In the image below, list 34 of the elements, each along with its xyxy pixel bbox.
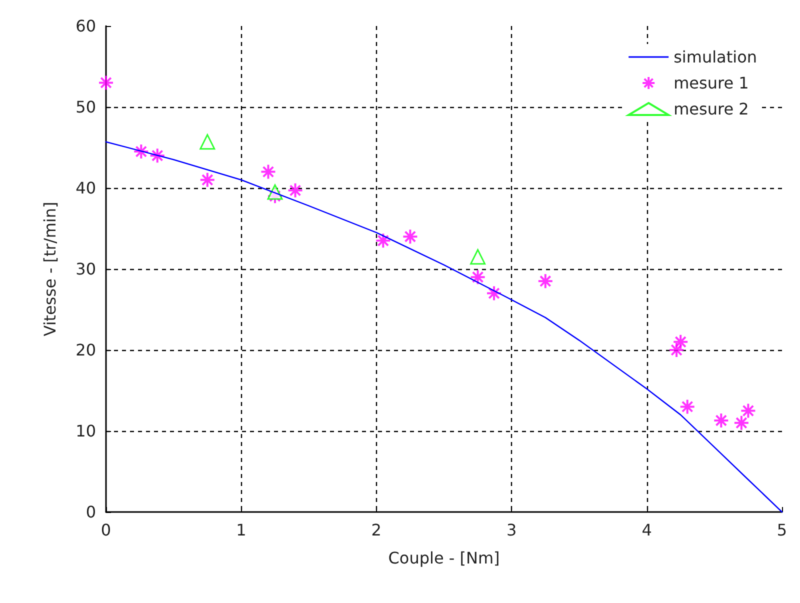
point bbox=[486, 285, 502, 302]
x-tick-label: 4 bbox=[642, 520, 652, 540]
point bbox=[200, 134, 216, 150]
x-tick-label: 5 bbox=[776, 520, 788, 540]
point bbox=[375, 232, 392, 249]
point bbox=[470, 249, 486, 265]
x-axis-title: Couple - [Nm] bbox=[388, 548, 500, 568]
point bbox=[149, 148, 166, 164]
point bbox=[402, 228, 418, 245]
y-tick-label: 0 bbox=[86, 502, 96, 522]
y-tick-label: 40 bbox=[76, 178, 96, 198]
point bbox=[267, 188, 283, 204]
y-tick-label: 60 bbox=[76, 16, 96, 36]
point bbox=[287, 182, 304, 198]
y-tick-label: 50 bbox=[76, 98, 96, 116]
y-tick-label: 30 bbox=[76, 260, 96, 278]
point bbox=[470, 269, 486, 286]
point bbox=[199, 172, 216, 188]
legend-label: simulation bbox=[674, 48, 757, 66]
point bbox=[713, 412, 730, 428]
point bbox=[133, 144, 150, 160]
point bbox=[98, 74, 114, 91]
legend-label: mesure 1 bbox=[674, 74, 749, 92]
point bbox=[679, 398, 696, 415]
x-tick-label: 2 bbox=[371, 520, 382, 540]
x-tick-label: 1 bbox=[236, 520, 246, 540]
legend-label: mesure 2 bbox=[674, 100, 749, 118]
y-axis-title: Vitesse - [tr/min] bbox=[40, 202, 60, 336]
x-tick-label: 0 bbox=[100, 520, 112, 540]
y-tick-label: 10 bbox=[76, 422, 96, 440]
point bbox=[537, 273, 554, 290]
y-tick-label: 20 bbox=[76, 340, 96, 360]
point bbox=[260, 164, 276, 180]
x-tick-label: 3 bbox=[506, 520, 517, 540]
